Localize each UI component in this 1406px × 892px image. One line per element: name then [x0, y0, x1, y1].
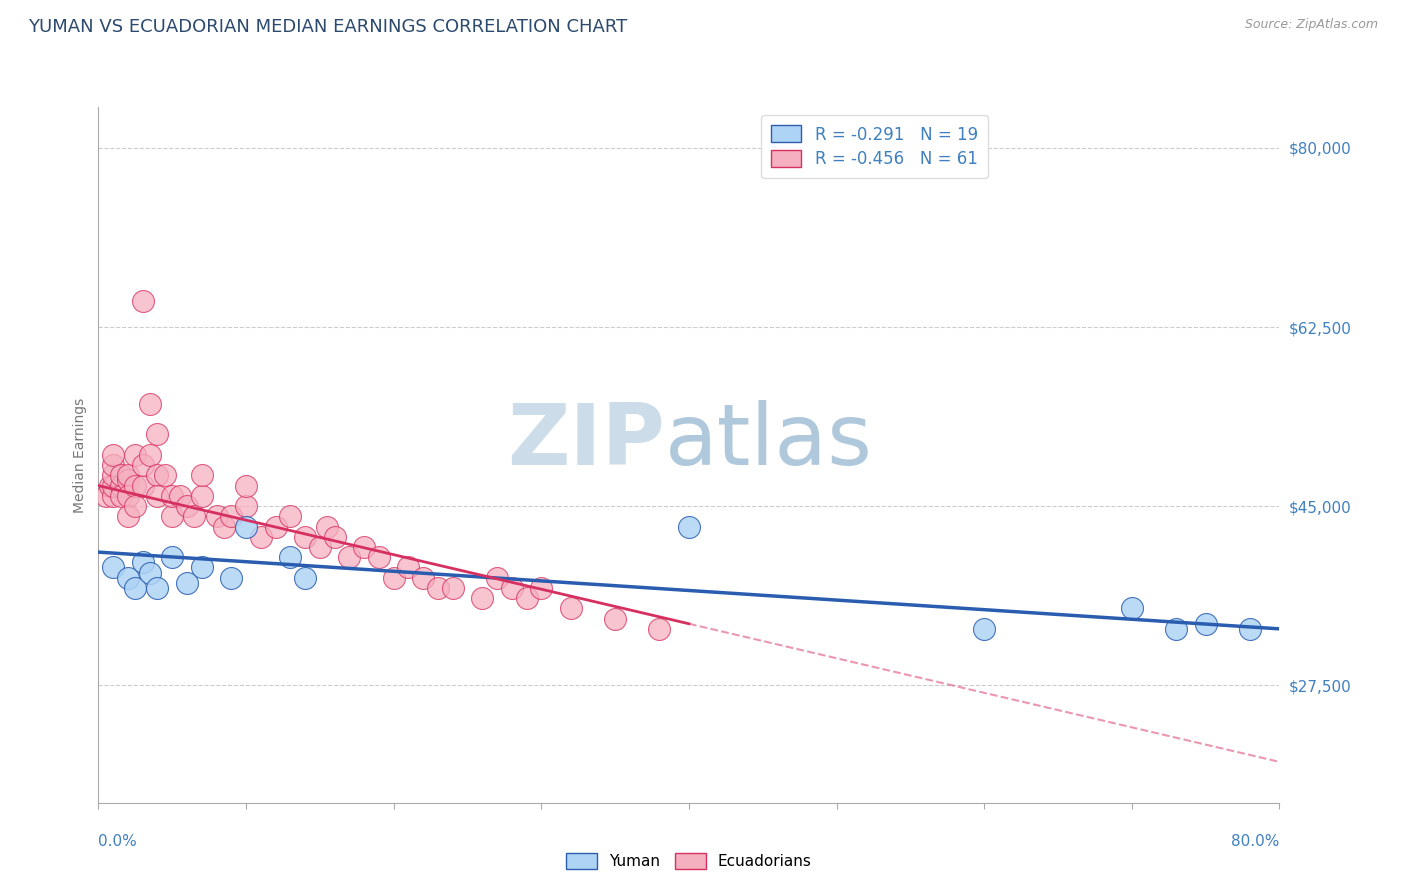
Legend: R = -0.291   N = 19, R = -0.456   N = 61: R = -0.291 N = 19, R = -0.456 N = 61	[761, 115, 987, 178]
Point	[103, 448, 125, 462]
Point	[973, 622, 995, 636]
Point	[117, 468, 139, 483]
Point	[103, 489, 125, 503]
Point	[427, 581, 450, 595]
Y-axis label: Median Earnings: Median Earnings	[73, 397, 87, 513]
Point	[117, 509, 139, 524]
Point	[309, 540, 332, 554]
Point	[278, 509, 302, 524]
Point	[117, 474, 139, 488]
Point	[441, 581, 464, 595]
Point	[316, 519, 339, 533]
Point	[501, 581, 523, 595]
Point	[146, 427, 169, 442]
Point	[471, 591, 494, 606]
Point	[250, 530, 273, 544]
Point	[337, 550, 360, 565]
Point	[323, 530, 346, 544]
Point	[1195, 616, 1218, 631]
Point	[212, 519, 235, 533]
Point	[153, 468, 176, 483]
Point	[110, 489, 132, 503]
Point	[103, 560, 125, 574]
Point	[353, 540, 375, 554]
Point	[560, 601, 582, 615]
Point	[235, 478, 257, 492]
Point	[162, 489, 183, 503]
Point	[124, 581, 146, 595]
Point	[139, 448, 162, 462]
Text: YUMAN VS ECUADORIAN MEDIAN EARNINGS CORRELATION CHART: YUMAN VS ECUADORIAN MEDIAN EARNINGS CORR…	[28, 18, 627, 36]
Point	[191, 560, 214, 574]
Point	[124, 499, 146, 513]
Point	[132, 555, 155, 569]
Point	[278, 550, 302, 565]
Point	[530, 581, 553, 595]
Point	[235, 499, 257, 513]
Point	[1164, 622, 1187, 636]
Point	[162, 509, 183, 524]
Point	[117, 489, 139, 503]
Point	[191, 489, 214, 503]
Point	[486, 571, 509, 585]
Point	[191, 468, 214, 483]
Point	[110, 468, 132, 483]
Point	[98, 478, 121, 492]
Point	[124, 478, 146, 492]
Text: 0.0%: 0.0%	[98, 834, 138, 849]
Point	[132, 458, 155, 472]
Point	[183, 509, 205, 524]
Point	[132, 294, 155, 309]
Point	[205, 509, 228, 524]
Point	[219, 509, 242, 524]
Point	[515, 591, 537, 606]
Point	[294, 571, 316, 585]
Point	[382, 571, 405, 585]
Point	[219, 571, 242, 585]
Point	[368, 550, 391, 565]
Point	[294, 530, 316, 544]
Text: 80.0%: 80.0%	[1232, 834, 1279, 849]
Point	[110, 478, 132, 492]
Point	[1121, 601, 1143, 615]
Point	[176, 575, 198, 590]
Point	[103, 478, 125, 492]
Point	[235, 519, 257, 533]
Point	[169, 489, 191, 503]
Text: Source: ZipAtlas.com: Source: ZipAtlas.com	[1244, 18, 1378, 31]
Point	[94, 489, 117, 503]
Point	[264, 519, 287, 533]
Point	[146, 581, 169, 595]
Point	[139, 397, 162, 411]
Point	[146, 489, 169, 503]
Point	[396, 560, 419, 574]
Point	[103, 468, 125, 483]
Point	[678, 519, 700, 533]
Point	[412, 571, 434, 585]
Point	[162, 550, 183, 565]
Point	[176, 499, 198, 513]
Legend: Yuman, Ecuadorians: Yuman, Ecuadorians	[560, 847, 818, 875]
Point	[117, 571, 139, 585]
Point	[124, 448, 146, 462]
Point	[605, 612, 627, 626]
Text: ZIP: ZIP	[508, 400, 665, 483]
Point	[146, 468, 169, 483]
Point	[139, 566, 162, 580]
Point	[132, 478, 155, 492]
Point	[648, 622, 671, 636]
Text: atlas: atlas	[665, 400, 873, 483]
Point	[103, 458, 125, 472]
Point	[1239, 622, 1261, 636]
